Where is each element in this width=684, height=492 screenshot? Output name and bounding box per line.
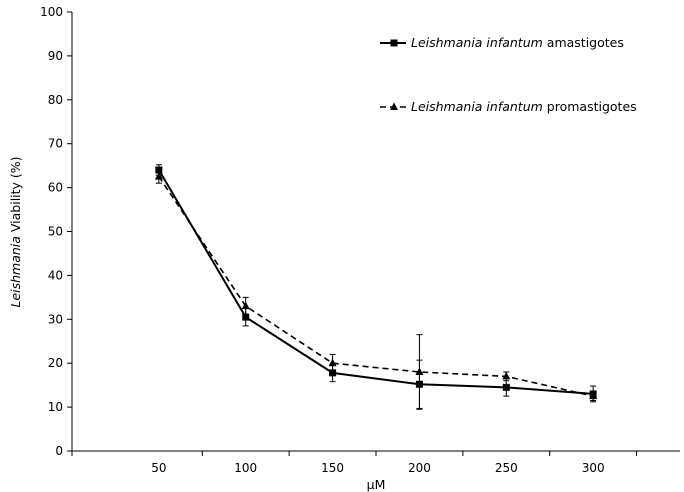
point-marker-square <box>390 39 398 47</box>
legend-label: Leishmania infantum promastigotes <box>411 99 637 114</box>
y-axis-title-italic: Leishmania <box>8 236 23 307</box>
point-marker-triangle <box>390 102 398 110</box>
series-line <box>158 176 594 397</box>
legend-label-italic: Leishmania infantum <box>411 35 543 50</box>
legend-entry: Leishmania infantum amastigotes <box>380 35 624 50</box>
y-tick-label: 60 <box>48 181 63 195</box>
series-line <box>157 169 594 395</box>
x-tick-label: 50 <box>151 461 166 475</box>
y-tick-label: 70 <box>48 137 63 151</box>
y-tick-label: 100 <box>40 5 63 19</box>
x-axis-title: µM <box>367 477 386 492</box>
y-tick-label: 20 <box>48 356 63 370</box>
y-axis-title-rest: Viability (%) <box>8 156 23 236</box>
legend: Leishmania infantum amastigotesLeishmani… <box>380 35 637 114</box>
point-marker-triangle <box>502 371 511 380</box>
legend-label-italic: Leishmania infantum <box>411 99 543 114</box>
point-marker-triangle <box>154 172 163 180</box>
series-promastigotes <box>154 169 598 410</box>
y-tick-label: 30 <box>48 312 63 326</box>
axes <box>71 12 680 452</box>
legend-entry: Leishmania infantum promastigotes <box>380 99 637 114</box>
point-marker-triangle <box>241 301 250 310</box>
series-amastigotes <box>155 164 597 409</box>
y-axis-title: Leishmania Viability (%) <box>8 156 23 307</box>
y-tick-label: 80 <box>48 93 63 107</box>
point-marker-triangle <box>589 391 598 400</box>
x-tick-label: 100 <box>234 461 257 475</box>
legend-label-rest: promastigotes <box>543 99 637 114</box>
x-tick-label: 200 <box>408 461 431 475</box>
point-marker-square <box>329 369 337 377</box>
y-tick-label: 40 <box>48 268 63 282</box>
legend-label-rest: amastigotes <box>543 35 624 50</box>
point-marker-triangle <box>328 358 337 367</box>
point-marker-square <box>502 383 510 391</box>
y-tick-label: 10 <box>48 400 63 414</box>
point-marker-square <box>242 313 250 321</box>
point-marker-triangle <box>415 367 424 375</box>
y-tick-label: 90 <box>48 49 63 63</box>
x-tick-label: 250 <box>495 461 518 475</box>
ticks: 0 10 20 30 40 50 60 70 80 90 100 50 100 150 200 250 300 <box>40 5 638 475</box>
series-layer <box>154 164 598 410</box>
x-tick-label: 300 <box>582 461 605 475</box>
y-tick-label: 50 <box>48 225 63 239</box>
y-tick-label: 0 <box>55 444 63 458</box>
legend-label: Leishmania infantum amastigotes <box>411 35 624 50</box>
x-tick-label: 150 <box>321 461 344 475</box>
